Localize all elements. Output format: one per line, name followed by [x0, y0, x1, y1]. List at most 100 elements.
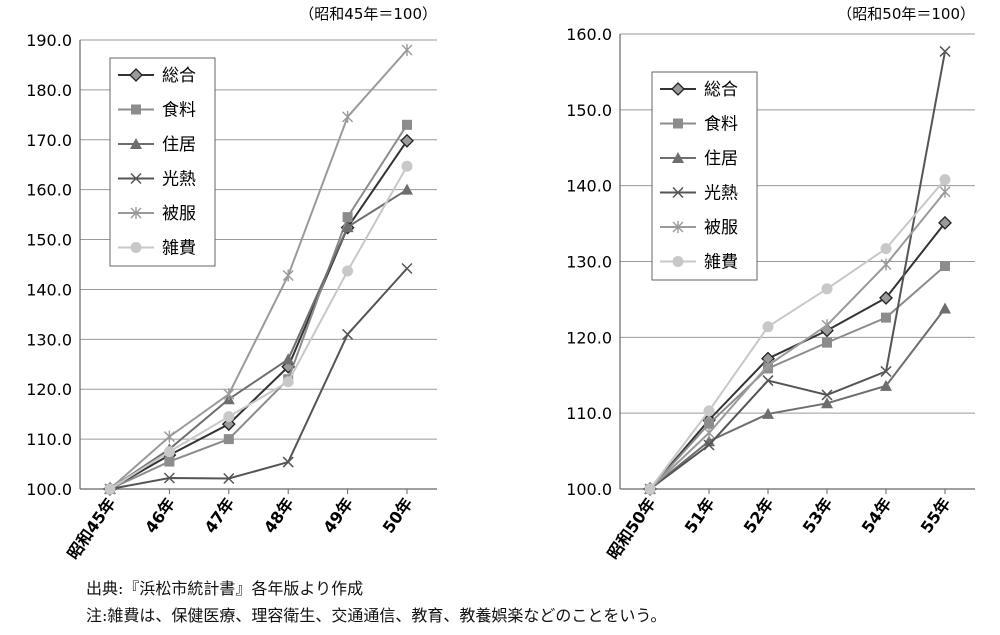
series-住居: [644, 302, 951, 494]
legend-marker: [672, 256, 684, 267]
data-point: [401, 43, 413, 56]
y-tick-label: 140.0: [26, 280, 72, 299]
x-tick-label: 昭和50年: [603, 494, 659, 562]
series-雑費: [644, 174, 951, 495]
data-point: [282, 376, 294, 388]
y-tick-label: 160.0: [566, 25, 612, 44]
data-point: [879, 290, 893, 305]
y-tick-label: 130.0: [566, 253, 612, 272]
data-point: [401, 262, 413, 275]
legend-marker: [672, 152, 684, 163]
legend-marker: [672, 221, 684, 233]
data-point: [703, 439, 715, 451]
legend-marker: [672, 186, 684, 199]
series-line: [109, 49, 408, 490]
chart-2: （昭和50年＝100） 100.0 110.0 120.0 130.0 140.0 150.…: [566, 5, 975, 563]
data-point: [703, 426, 715, 439]
data-point: [223, 388, 235, 401]
legend-marker: [673, 118, 683, 129]
legend-marker: [671, 82, 685, 96]
y-tick-label: 160.0: [26, 181, 72, 200]
series-被服: [644, 185, 951, 495]
data-point: [342, 265, 354, 277]
x-tick-label: 49年: [319, 494, 357, 536]
data-point: [703, 435, 715, 447]
series-光熱: [644, 45, 951, 495]
y-tick-label: 150.0: [566, 101, 612, 120]
data-point: [342, 328, 354, 340]
data-point: [164, 456, 175, 467]
y-tick-label: 110.0: [566, 404, 612, 423]
data-point: [401, 160, 413, 172]
data-point: [163, 472, 175, 484]
legend-marker: [131, 104, 141, 115]
y-tick-label: 110.0: [26, 430, 72, 449]
base-note: （昭和50年＝100）: [837, 5, 975, 23]
series-line: [649, 307, 946, 490]
x-tick-label: 52年: [740, 494, 778, 536]
y-tick-label: 100.0: [566, 480, 612, 499]
legend-label: 住居: [162, 135, 196, 155]
data-point: [644, 483, 656, 495]
x-tick-label: 53年: [799, 494, 837, 536]
data-point: [223, 472, 235, 485]
data-point: [881, 312, 891, 323]
legend-label: 被服: [162, 204, 196, 224]
data-point: [341, 221, 354, 233]
data-point: [402, 119, 412, 130]
x-tick-label: 48年: [260, 494, 298, 536]
series-line: [109, 267, 408, 490]
data-point: [342, 110, 354, 123]
series-雑費: [104, 160, 413, 495]
x-tick-label: 昭和45年: [63, 494, 119, 562]
data-point: [821, 389, 833, 401]
y-tick-label: 120.0: [566, 328, 612, 347]
series-line: [649, 265, 946, 490]
data-point: [223, 411, 235, 423]
data-point: [821, 283, 833, 295]
x-tick-label: 55年: [917, 494, 955, 536]
legend-marker: [130, 138, 142, 149]
legend-label: 食料: [162, 101, 196, 121]
data-point: [342, 212, 353, 223]
legend-label: 総合: [162, 66, 196, 86]
data-point: [939, 45, 951, 57]
x-tick-label: 50年: [379, 494, 417, 536]
data-point: [821, 319, 833, 332]
series-line: [649, 178, 946, 490]
y-tick-label: 130.0: [26, 330, 72, 349]
series-line: [109, 165, 408, 490]
data-point: [762, 375, 774, 387]
data-point: [762, 407, 774, 419]
legend-label: 食料: [704, 115, 738, 135]
legend-marker: [129, 68, 143, 82]
legend-label: 光熱: [162, 170, 196, 190]
source-note: 出典:『浜松市統計書』各年版より作成: [86, 579, 364, 598]
legend-label: 被服: [704, 218, 738, 238]
legend-label: 光熱: [704, 184, 738, 204]
y-tick-label: 100.0: [26, 480, 72, 499]
data-point: [401, 183, 413, 195]
data-point: [282, 456, 294, 468]
legend-marker: [130, 207, 142, 219]
chart-1: （昭和45年＝100） 100.0 110.0 120.0 130.0 140.0 150.…: [26, 5, 437, 563]
data-point: [704, 418, 714, 429]
legend-label: 住居: [704, 149, 738, 169]
series-line: [109, 140, 408, 490]
data-point: [400, 133, 414, 148]
x-tick-label: 51年: [681, 494, 719, 536]
data-point: [762, 359, 774, 372]
data-point: [938, 215, 952, 230]
footnote: 注:雑費は、保健医療、理容衛生、交通通信、教育、教養娯楽などのことをいう。: [86, 606, 667, 625]
data-point: [880, 258, 892, 271]
data-point: [821, 397, 833, 409]
x-tick-label: 54年: [858, 494, 896, 536]
data-point: [939, 174, 951, 186]
legend-box: [651, 71, 758, 281]
data-point: [104, 483, 116, 495]
y-tick-label: 180.0: [26, 81, 72, 100]
data-point: [163, 446, 175, 458]
y-tick-label: 170.0: [26, 131, 72, 150]
legend-label: 総合: [704, 80, 738, 100]
